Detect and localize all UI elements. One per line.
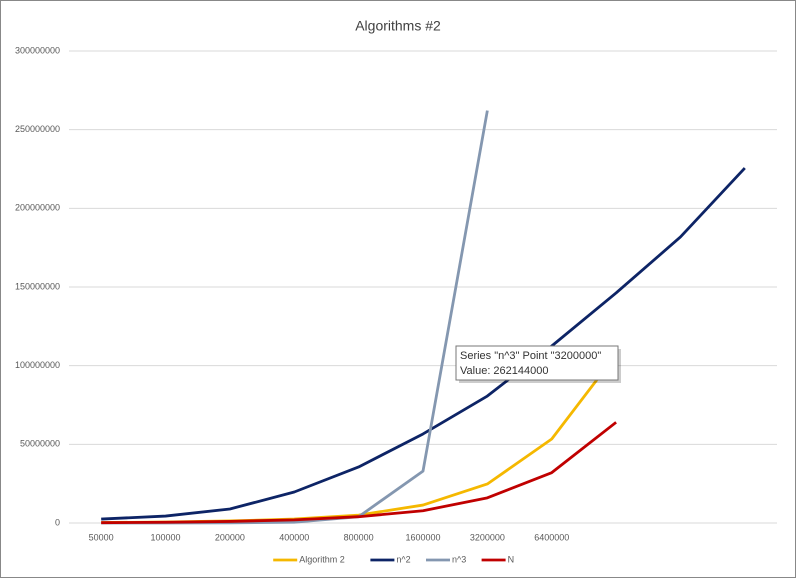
y-tick-label: 0 <box>55 517 60 527</box>
legend-label: Algorithm 2 <box>299 554 345 564</box>
series-line <box>101 421 617 525</box>
tooltip-line: Series "n^3" Point "3200000" <box>460 350 601 362</box>
x-tick-label: 1600000 <box>405 532 440 542</box>
x-tick-label: 100000 <box>151 532 181 542</box>
tooltip-box <box>455 345 619 381</box>
y-tick-label: 200000000 <box>15 203 60 213</box>
y-tick-label: 100000000 <box>15 360 60 370</box>
x-tick-label: 3200000 <box>470 532 505 542</box>
x-tick-label: 800000 <box>344 532 374 542</box>
legend-label: n^3 <box>452 554 466 564</box>
chart-title: Algorithms #2 <box>355 18 441 34</box>
y-tick-label: 250000000 <box>15 124 60 134</box>
y-tick-label: 50000000 <box>20 439 60 449</box>
series-line <box>101 167 746 521</box>
legend-label: n^2 <box>396 554 410 564</box>
y-tick-label: 300000000 <box>15 45 60 55</box>
x-tick-label: 50000 <box>89 532 114 542</box>
tooltip-line: Value: 262144000 <box>460 365 549 377</box>
y-tick-label: 150000000 <box>15 281 60 291</box>
legend-label: N <box>508 554 514 564</box>
x-tick-label: 200000 <box>215 532 245 542</box>
tooltip: Series "n^3" Point "3200000" Value: 2621… <box>455 345 621 383</box>
x-tick-label: 400000 <box>279 532 309 542</box>
x-tick-label: 6400000 <box>534 532 569 542</box>
